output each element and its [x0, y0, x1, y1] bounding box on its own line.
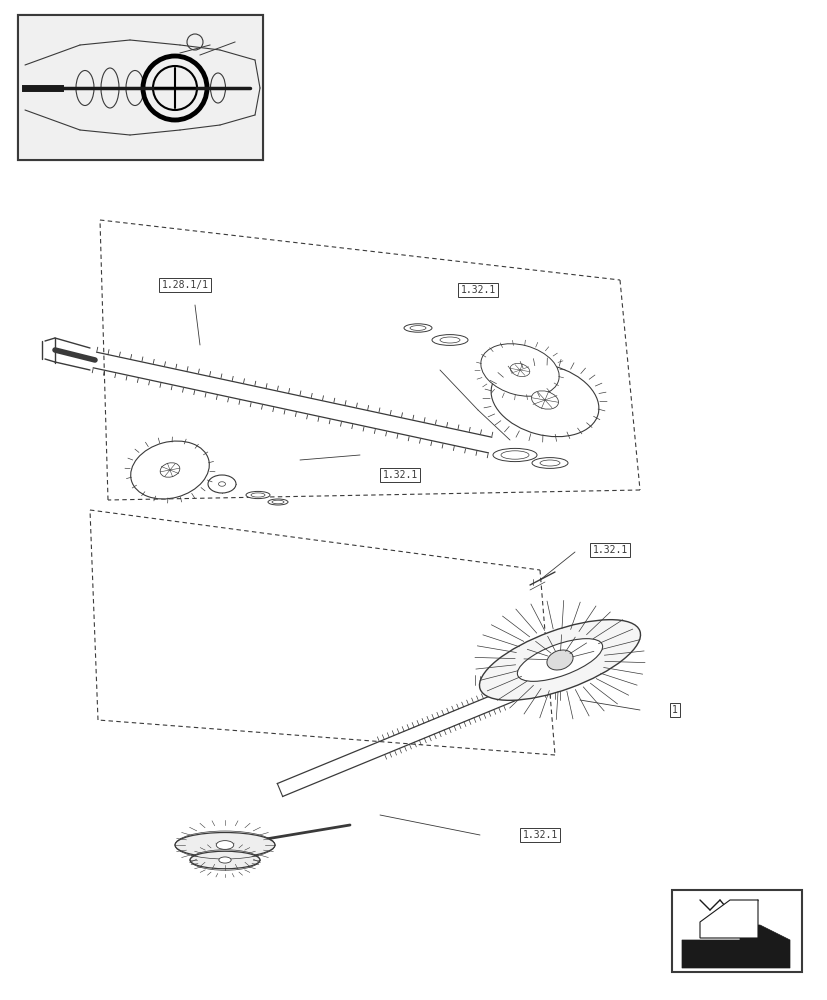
Ellipse shape: [268, 499, 288, 505]
Ellipse shape: [189, 851, 260, 869]
Ellipse shape: [581, 640, 617, 664]
Ellipse shape: [439, 337, 460, 343]
Polygon shape: [699, 900, 757, 938]
Ellipse shape: [251, 493, 265, 497]
Text: 1.32.1: 1.32.1: [382, 470, 417, 480]
Text: 1.32.1: 1.32.1: [522, 830, 557, 840]
Ellipse shape: [216, 841, 233, 849]
Ellipse shape: [208, 475, 236, 493]
Ellipse shape: [404, 324, 432, 332]
Text: 1.28.1/1: 1.28.1/1: [161, 280, 208, 290]
Ellipse shape: [218, 857, 231, 863]
Ellipse shape: [409, 326, 425, 330]
Ellipse shape: [517, 639, 602, 681]
Ellipse shape: [500, 451, 528, 459]
Ellipse shape: [272, 500, 284, 504]
Ellipse shape: [160, 463, 179, 477]
Text: 1.32.1: 1.32.1: [591, 545, 627, 555]
Ellipse shape: [595, 649, 604, 655]
Ellipse shape: [479, 620, 640, 700]
Ellipse shape: [539, 460, 559, 466]
Ellipse shape: [174, 832, 275, 857]
Polygon shape: [681, 925, 789, 968]
Text: 1.32.1: 1.32.1: [460, 285, 495, 295]
Bar: [18, 15, 263, 160]
Ellipse shape: [532, 458, 567, 468]
Ellipse shape: [432, 335, 467, 345]
Ellipse shape: [492, 448, 537, 462]
Ellipse shape: [531, 391, 557, 409]
Ellipse shape: [480, 344, 558, 396]
Ellipse shape: [218, 482, 225, 486]
Text: 1: 1: [672, 705, 677, 715]
Bar: [18, 15, 263, 160]
Ellipse shape: [490, 363, 598, 437]
Bar: [672, 890, 801, 972]
Ellipse shape: [131, 441, 209, 499]
Ellipse shape: [246, 491, 270, 499]
Ellipse shape: [547, 650, 572, 670]
Ellipse shape: [509, 363, 529, 377]
